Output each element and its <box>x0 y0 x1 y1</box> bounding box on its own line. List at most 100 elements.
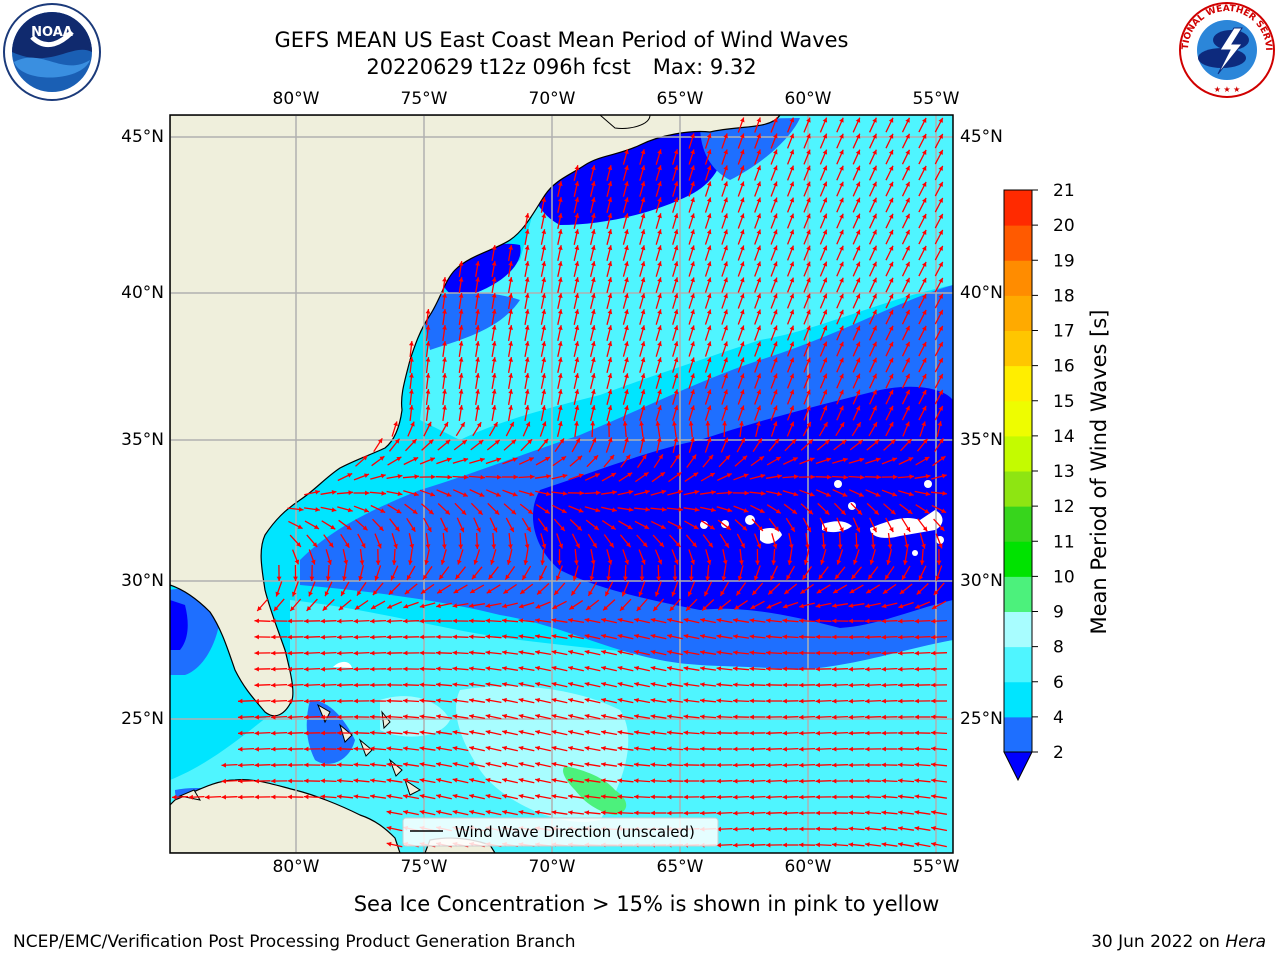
direction-arrow-head <box>809 457 815 462</box>
direction-arrow-head <box>839 165 844 171</box>
direction-arrow-head <box>773 293 778 299</box>
direction-arrow-head <box>609 454 615 460</box>
direction-arrow-head <box>304 730 309 736</box>
direction-arrow-head <box>624 245 629 251</box>
direction-arrow-head <box>691 454 697 460</box>
direction-arrow-head <box>855 197 861 203</box>
direction-arrow-head <box>457 559 462 565</box>
direction-arrow-head <box>832 666 837 672</box>
direction-arrow-head <box>634 714 639 719</box>
direction-arrow-head <box>624 559 629 565</box>
direction-arrow-head <box>872 181 877 187</box>
direction-arrow-head <box>733 762 738 768</box>
direction-arrow-head <box>271 794 276 800</box>
direction-arrow-head <box>364 508 369 513</box>
direction-arrow-head <box>574 421 579 426</box>
direction-arrow-head <box>815 826 820 832</box>
sea-ice-caption: Sea Ice Concentration > 15% is shown in … <box>353 892 940 916</box>
forecast-date: 20220629 t12z 096h fcst <box>366 55 631 79</box>
direction-arrow-head <box>733 714 738 720</box>
direction-arrow-head <box>914 826 920 831</box>
direction-arrow-head <box>870 544 876 549</box>
direction-arrow-head <box>320 682 325 688</box>
direction-arrow-head <box>541 309 547 314</box>
direction-arrow-head <box>551 729 557 735</box>
direction-arrow-head <box>463 457 469 463</box>
direction-arrow-head <box>706 149 712 155</box>
direction-arrow-head <box>720 590 725 596</box>
direction-arrow-head <box>782 794 787 800</box>
direction-arrow-head <box>452 618 457 624</box>
direction-arrow-head <box>403 682 408 688</box>
direction-arrow-head <box>716 698 722 704</box>
direction-arrow-head <box>709 473 715 478</box>
direction-arrow-head <box>789 309 795 315</box>
direction-arrow-head <box>887 544 893 549</box>
direction-arrow-head <box>865 762 870 768</box>
direction-arrow-head <box>205 794 210 800</box>
direction-arrow-head <box>832 762 837 768</box>
direction-arrow-head <box>888 357 894 363</box>
direction-arrow-head <box>584 778 590 783</box>
direction-arrow-head <box>727 507 733 513</box>
direction-arrow-head <box>851 574 857 580</box>
run-date: 30 Jun 2022 on <box>1091 932 1220 952</box>
direction-arrow-head <box>938 277 943 283</box>
direction-arrow-head <box>347 473 353 478</box>
direction-arrow-head <box>872 405 877 411</box>
direction-arrow-head <box>607 357 613 363</box>
direction-arrow-head <box>469 793 474 799</box>
direction-arrow-head <box>806 527 811 533</box>
direction-arrow-head <box>773 181 778 187</box>
direction-arrow-head <box>855 357 861 363</box>
direction-arrow-head <box>634 730 639 735</box>
direction-arrow-head <box>325 576 331 581</box>
direction-arrow-head <box>551 778 557 783</box>
direction-arrow-head <box>353 650 358 656</box>
direction-arrow-head <box>254 778 259 784</box>
direction-arrow-head <box>799 666 804 672</box>
direction-arrow-head <box>872 229 877 235</box>
direction-arrow-head <box>716 826 721 832</box>
direction-arrow-head <box>799 842 804 848</box>
direction-arrow-head <box>892 492 897 497</box>
direction-arrow-head <box>419 698 425 704</box>
direction-arrow-head <box>931 810 936 815</box>
direction-arrow-head <box>518 697 524 703</box>
direction-arrow-head <box>673 181 679 187</box>
direction-arrow-head <box>541 325 547 330</box>
direction-arrow-head <box>628 507 634 512</box>
direction-arrow-head <box>849 588 855 594</box>
direction-arrow-head <box>485 698 491 703</box>
direction-arrow-head <box>782 826 787 832</box>
direction-arrow-head <box>480 474 485 480</box>
direction-arrow-head <box>673 389 679 395</box>
direction-arrow-head <box>859 457 865 463</box>
direction-arrow-head <box>888 181 894 187</box>
direction-arrow-head <box>589 576 595 581</box>
direction-arrow-head <box>885 574 890 580</box>
direction-arrow-head <box>353 714 358 720</box>
direction-arrow-head <box>716 634 722 639</box>
colorbar-tick-label: 8 <box>1053 638 1064 658</box>
direction-arrow-head <box>541 293 547 298</box>
direction-arrow-head <box>881 746 886 752</box>
direction-arrow-head <box>881 682 886 688</box>
direction-arrow-head <box>733 826 738 832</box>
direction-arrow-head <box>789 197 795 203</box>
direction-arrow-head <box>370 698 375 704</box>
direction-arrow-head <box>759 456 764 461</box>
direction-arrow-head <box>535 794 540 799</box>
direction-arrow-head <box>706 293 712 299</box>
direction-arrow-head <box>723 277 728 283</box>
direction-arrow-head <box>799 698 804 704</box>
date-footer: 30 Jun 2022 on Hera <box>1091 932 1266 952</box>
longitude-label-bottom: 75°W <box>400 857 448 877</box>
direction-arrow-head <box>419 682 424 688</box>
direction-arrow-head <box>723 133 728 139</box>
direction-arrow-head <box>640 389 646 395</box>
direction-arrow-head <box>822 389 828 395</box>
direction-arrow-head <box>922 341 927 347</box>
latitude-label-right: 35°N <box>960 430 1003 450</box>
direction-arrow-head <box>477 509 483 515</box>
